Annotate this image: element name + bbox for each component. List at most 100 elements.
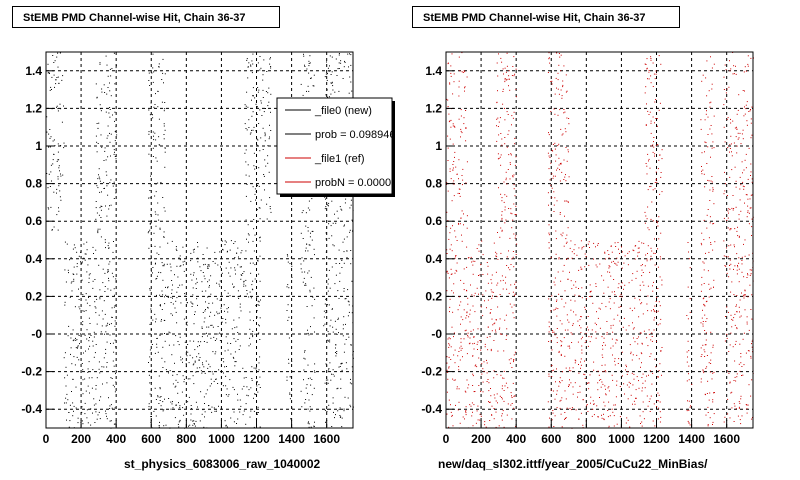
data-point [501, 419, 503, 421]
data-point [561, 171, 563, 173]
data-point [342, 78, 344, 79]
data-point [514, 143, 516, 145]
data-point [632, 273, 634, 275]
data-point [207, 335, 208, 337]
data-point [599, 397, 600, 398]
data-point [511, 124, 512, 126]
data-point [332, 222, 334, 224]
data-point [736, 295, 738, 296]
data-point [84, 413, 86, 415]
data-point [703, 303, 705, 305]
data-point [632, 384, 634, 386]
data-point [712, 346, 714, 348]
data-point [548, 426, 550, 428]
data-point [246, 91, 248, 93]
data-point [751, 181, 753, 183]
data-point [453, 195, 455, 197]
data-point [247, 395, 249, 397]
data-point [51, 180, 52, 182]
data-point [548, 242, 550, 244]
data-point [252, 95, 254, 97]
data-point [661, 284, 663, 286]
data-point [66, 374, 68, 376]
data-point [239, 345, 241, 347]
data-point [571, 288, 573, 290]
data-point [225, 375, 227, 377]
data-point [627, 419, 629, 421]
data-point [268, 138, 270, 140]
data-point [689, 298, 691, 300]
data-point [581, 349, 583, 351]
left-chart-title: StEMB PMD Channel-wise Hit, Chain 36-37 [12, 6, 280, 28]
data-point [237, 339, 239, 340]
data-point [632, 249, 634, 251]
data-point [310, 232, 311, 234]
data-point [656, 181, 658, 183]
data-point [495, 255, 497, 257]
data-point [463, 268, 465, 270]
data-point [468, 343, 470, 345]
data-point [549, 62, 551, 64]
data-point [636, 354, 638, 356]
data-point [601, 417, 603, 419]
data-point [704, 344, 706, 346]
data-point [194, 360, 196, 362]
data-point [708, 296, 710, 298]
data-point [649, 398, 651, 400]
data-point [236, 423, 237, 424]
data-point [82, 310, 84, 312]
data-point [110, 289, 112, 291]
data-point [743, 186, 745, 188]
data-point [602, 348, 604, 350]
data-point [62, 174, 64, 176]
x-tick-label: 1000 [208, 432, 235, 446]
data-point [595, 286, 597, 287]
data-point [734, 246, 735, 248]
data-point [305, 250, 306, 252]
data-point [453, 283, 455, 285]
data-point [548, 321, 550, 323]
data-point [584, 306, 586, 308]
data-point [218, 369, 220, 371]
data-point [627, 264, 629, 266]
data-point [332, 326, 334, 328]
data-point [633, 378, 635, 380]
data-point [449, 306, 451, 308]
data-point [477, 405, 479, 407]
data-point [746, 316, 748, 318]
data-point [686, 361, 688, 363]
data-point [246, 394, 248, 396]
data-point [613, 404, 615, 406]
data-point [187, 344, 189, 345]
data-point [743, 169, 745, 171]
data-point [465, 412, 467, 414]
data-point [738, 236, 740, 238]
data-point [169, 263, 171, 265]
data-point [330, 379, 332, 381]
data-point [709, 216, 711, 218]
data-point [641, 342, 643, 344]
data-point [109, 261, 111, 263]
data-point [581, 248, 583, 250]
data-point [738, 281, 740, 283]
data-point [484, 421, 486, 423]
data-point [728, 351, 730, 352]
data-point [347, 53, 349, 55]
data-point [550, 340, 552, 342]
data-point [114, 407, 116, 409]
data-point [170, 296, 172, 298]
data-point [270, 57, 271, 59]
data-point [86, 329, 88, 331]
data-point [658, 55, 660, 57]
data-point [254, 97, 256, 99]
data-point [748, 254, 750, 256]
data-point [111, 272, 113, 274]
data-point [739, 188, 741, 190]
data-point [76, 273, 78, 275]
data-point [501, 415, 503, 417]
data-point [335, 347, 336, 349]
data-point [447, 378, 449, 380]
data-point [606, 332, 608, 334]
data-point [83, 243, 85, 245]
data-point [269, 58, 271, 60]
